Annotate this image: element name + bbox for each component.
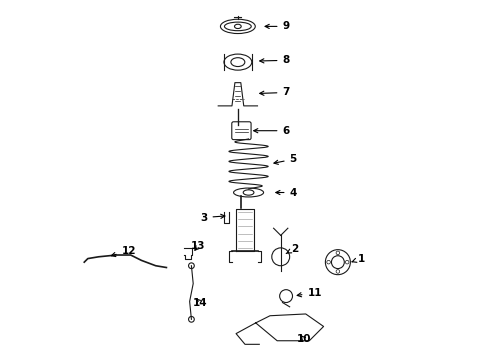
Text: 1: 1 bbox=[352, 253, 365, 264]
Text: 10: 10 bbox=[296, 334, 311, 344]
Text: 8: 8 bbox=[260, 55, 290, 65]
Text: 12: 12 bbox=[111, 246, 136, 257]
Text: 4: 4 bbox=[276, 188, 297, 198]
Text: 13: 13 bbox=[191, 241, 206, 251]
Text: 3: 3 bbox=[200, 212, 225, 222]
Text: 11: 11 bbox=[297, 288, 322, 297]
Text: 6: 6 bbox=[254, 126, 290, 136]
Text: 5: 5 bbox=[274, 154, 297, 165]
Text: 7: 7 bbox=[260, 87, 290, 98]
Text: 2: 2 bbox=[286, 244, 298, 253]
Text: 9: 9 bbox=[265, 21, 290, 31]
Text: 14: 14 bbox=[193, 298, 208, 308]
